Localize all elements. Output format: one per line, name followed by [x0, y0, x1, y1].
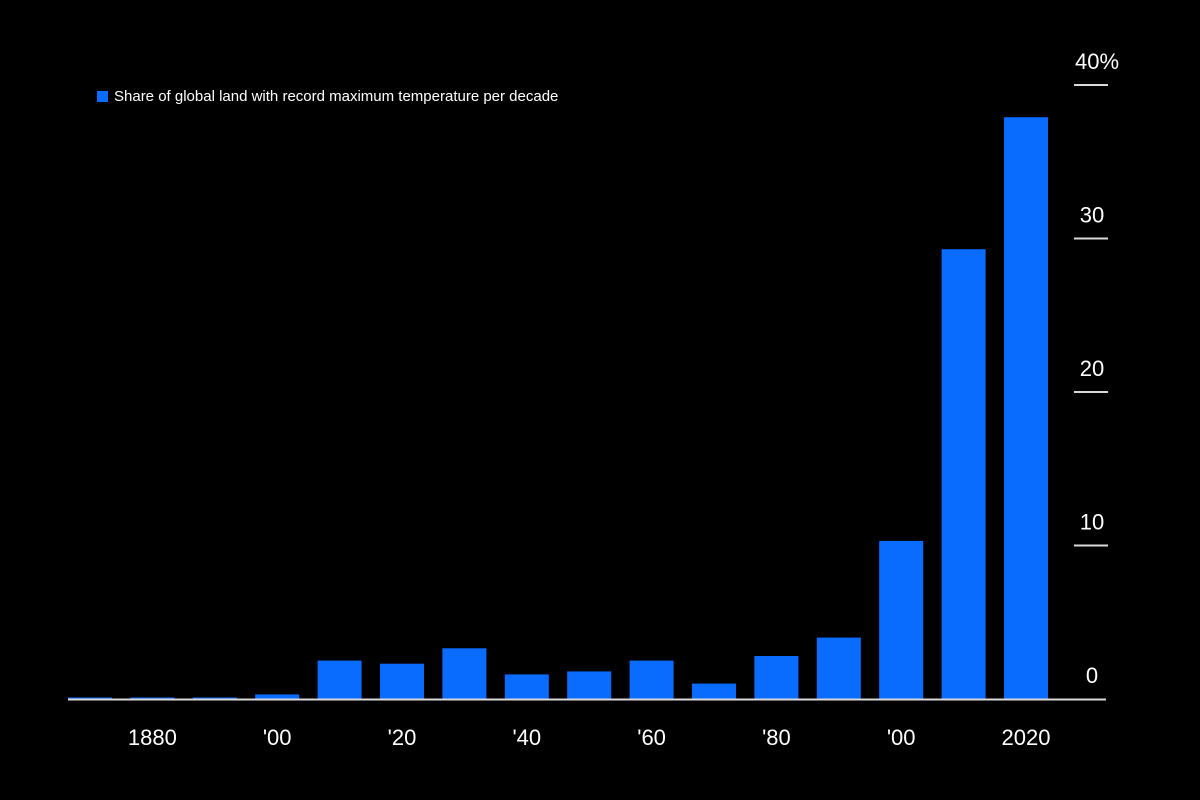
- x-tick-label-1960: '60: [637, 725, 666, 750]
- bar-2020: [1004, 117, 1048, 699]
- bar-1980: [754, 656, 799, 699]
- bar-1940: [504, 674, 549, 699]
- bar-1900: [255, 694, 300, 699]
- x-tick-label-1980: '80: [762, 725, 791, 750]
- y-tick-label-20: 20: [1080, 356, 1104, 381]
- x-tick-label-1900: '00: [263, 725, 292, 750]
- bar-1950: [567, 671, 612, 699]
- x-tick-label-2000: '00: [887, 725, 916, 750]
- bar-1930: [442, 648, 487, 699]
- y-tick-label-40: 40%: [1075, 49, 1119, 74]
- bar-2010: [941, 249, 986, 699]
- bar-1870: [68, 697, 112, 699]
- legend-label: Share of global land with record maximum…: [114, 88, 559, 105]
- y-tick-label-10: 10: [1080, 510, 1104, 535]
- legend-swatch: [97, 91, 108, 102]
- bar-1960: [629, 660, 674, 699]
- y-tick-label-0: 0: [1086, 663, 1098, 688]
- x-tick-label-2020: 2020: [1002, 725, 1051, 750]
- y-tick-label-30: 30: [1080, 203, 1104, 228]
- x-tick-label-1940: '40: [512, 725, 541, 750]
- x-axis-ticks: 1880 '00 '20 '40 '60 '80 '00 2020: [128, 725, 1051, 750]
- bar-1910: [317, 660, 362, 699]
- bars-group: [68, 117, 1048, 699]
- bar-1990: [816, 637, 861, 699]
- bar-1970: [692, 683, 736, 699]
- y-axis-ticks: 0 10 20 30 40%: [1074, 49, 1119, 688]
- x-tick-label-1920: '20: [388, 725, 417, 750]
- bar-1880: [130, 697, 175, 699]
- bar-1890: [192, 697, 237, 699]
- bar-1920: [380, 663, 424, 699]
- legend: Share of global land with record maximum…: [97, 88, 558, 105]
- x-tick-label-1880: 1880: [128, 725, 177, 750]
- bar-2000: [879, 540, 924, 699]
